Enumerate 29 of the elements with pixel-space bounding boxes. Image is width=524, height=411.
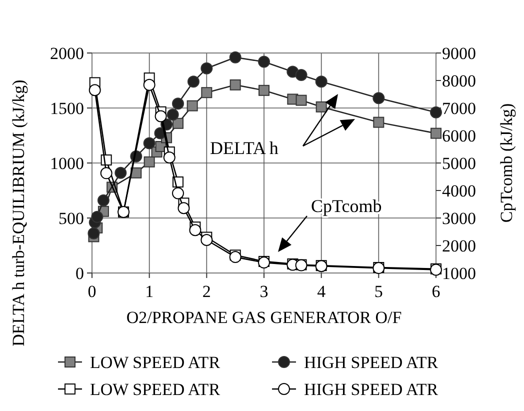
legend-label: HIGH SPEED ATR: [304, 380, 439, 399]
x-tick-label: 4: [317, 282, 326, 301]
legend-label: LOW SPEED ATR: [90, 353, 221, 372]
x-tick-label: 3: [260, 282, 268, 301]
y-tick-label: 1000: [50, 154, 84, 173]
y2-tick-label: 4000: [442, 182, 476, 200]
y2-axis-title: CpTcomb (kJ/kg): [497, 103, 516, 223]
x-tick-label: 1: [145, 282, 154, 301]
y2-tick-label: 3000: [442, 209, 476, 228]
x-tick-label: 5: [374, 282, 383, 301]
y2-tick-label: 7000: [442, 99, 476, 118]
x-tick-label: 0: [88, 282, 96, 301]
y-axis-title: DELTA h turb-EQUILIBRIUM (kJ/kg): [9, 80, 28, 346]
y-tick-label: 2000: [50, 44, 84, 63]
x-axis-title: O2/PROPANE GAS GENERATOR O/F: [126, 308, 402, 327]
y-tick-label: 0: [76, 264, 84, 283]
x-tick-label: 6: [432, 282, 440, 301]
annotation: DELTA h: [210, 138, 278, 158]
y2-tick-label: 9000: [442, 44, 476, 63]
y2-tick-label: 2000: [442, 236, 476, 256]
x-tick-label: 2: [202, 282, 211, 301]
y2-tick-label: 1000: [442, 264, 476, 283]
legend-label: HIGH SPEED ATR: [304, 353, 439, 372]
y-tick-label: 500: [58, 209, 84, 228]
y-tick-label: 1500: [50, 99, 84, 118]
legend-label: LOW SPEED ATR: [90, 380, 221, 399]
y2-tick-label: 6000: [442, 126, 476, 146]
y2-tick-label: 8000: [442, 72, 476, 90]
y2-tick-label: 5000: [442, 154, 476, 173]
